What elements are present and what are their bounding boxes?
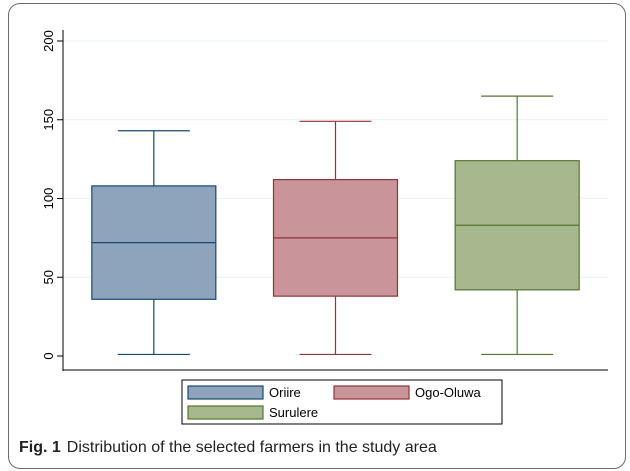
boxes xyxy=(91,95,580,356)
figure-caption-text: Distribution of the selected farmers in … xyxy=(66,439,437,456)
legend-item: Ogo-Oluwa xyxy=(333,385,482,400)
axes: 0 50 100 150 200 xyxy=(41,30,608,371)
y-tick-label: 150 xyxy=(41,109,56,131)
legend-item: Oriire xyxy=(187,385,301,400)
legend-swatch xyxy=(333,385,410,400)
legend-label: Ogo-Oluwa xyxy=(415,385,482,400)
legend-swatch xyxy=(187,385,264,400)
y-tick-label: 100 xyxy=(41,188,56,210)
y-tick-label: 50 xyxy=(41,270,56,284)
legend-label: Surulere xyxy=(269,405,318,420)
figure-label: Fig. 1 xyxy=(19,439,61,456)
figure-caption: Fig. 1 Distribution of the selected farme… xyxy=(19,439,437,457)
box-ogo-oluwa xyxy=(272,120,399,356)
legend: Oriire Ogo-Oluwa Surulere xyxy=(181,379,503,425)
y-tick-label: 200 xyxy=(41,30,56,52)
legend-swatch xyxy=(187,405,264,420)
box-plot-chart: 0 50 100 150 200 Oriire Ogo-Oluwa Surulere xyxy=(41,30,608,425)
legend-item: Surulere xyxy=(187,405,318,420)
box-surulere xyxy=(454,95,580,356)
y-tick-label: 0 xyxy=(41,352,56,359)
legend-label: Oriire xyxy=(269,385,301,400)
box-oriire xyxy=(91,130,217,356)
